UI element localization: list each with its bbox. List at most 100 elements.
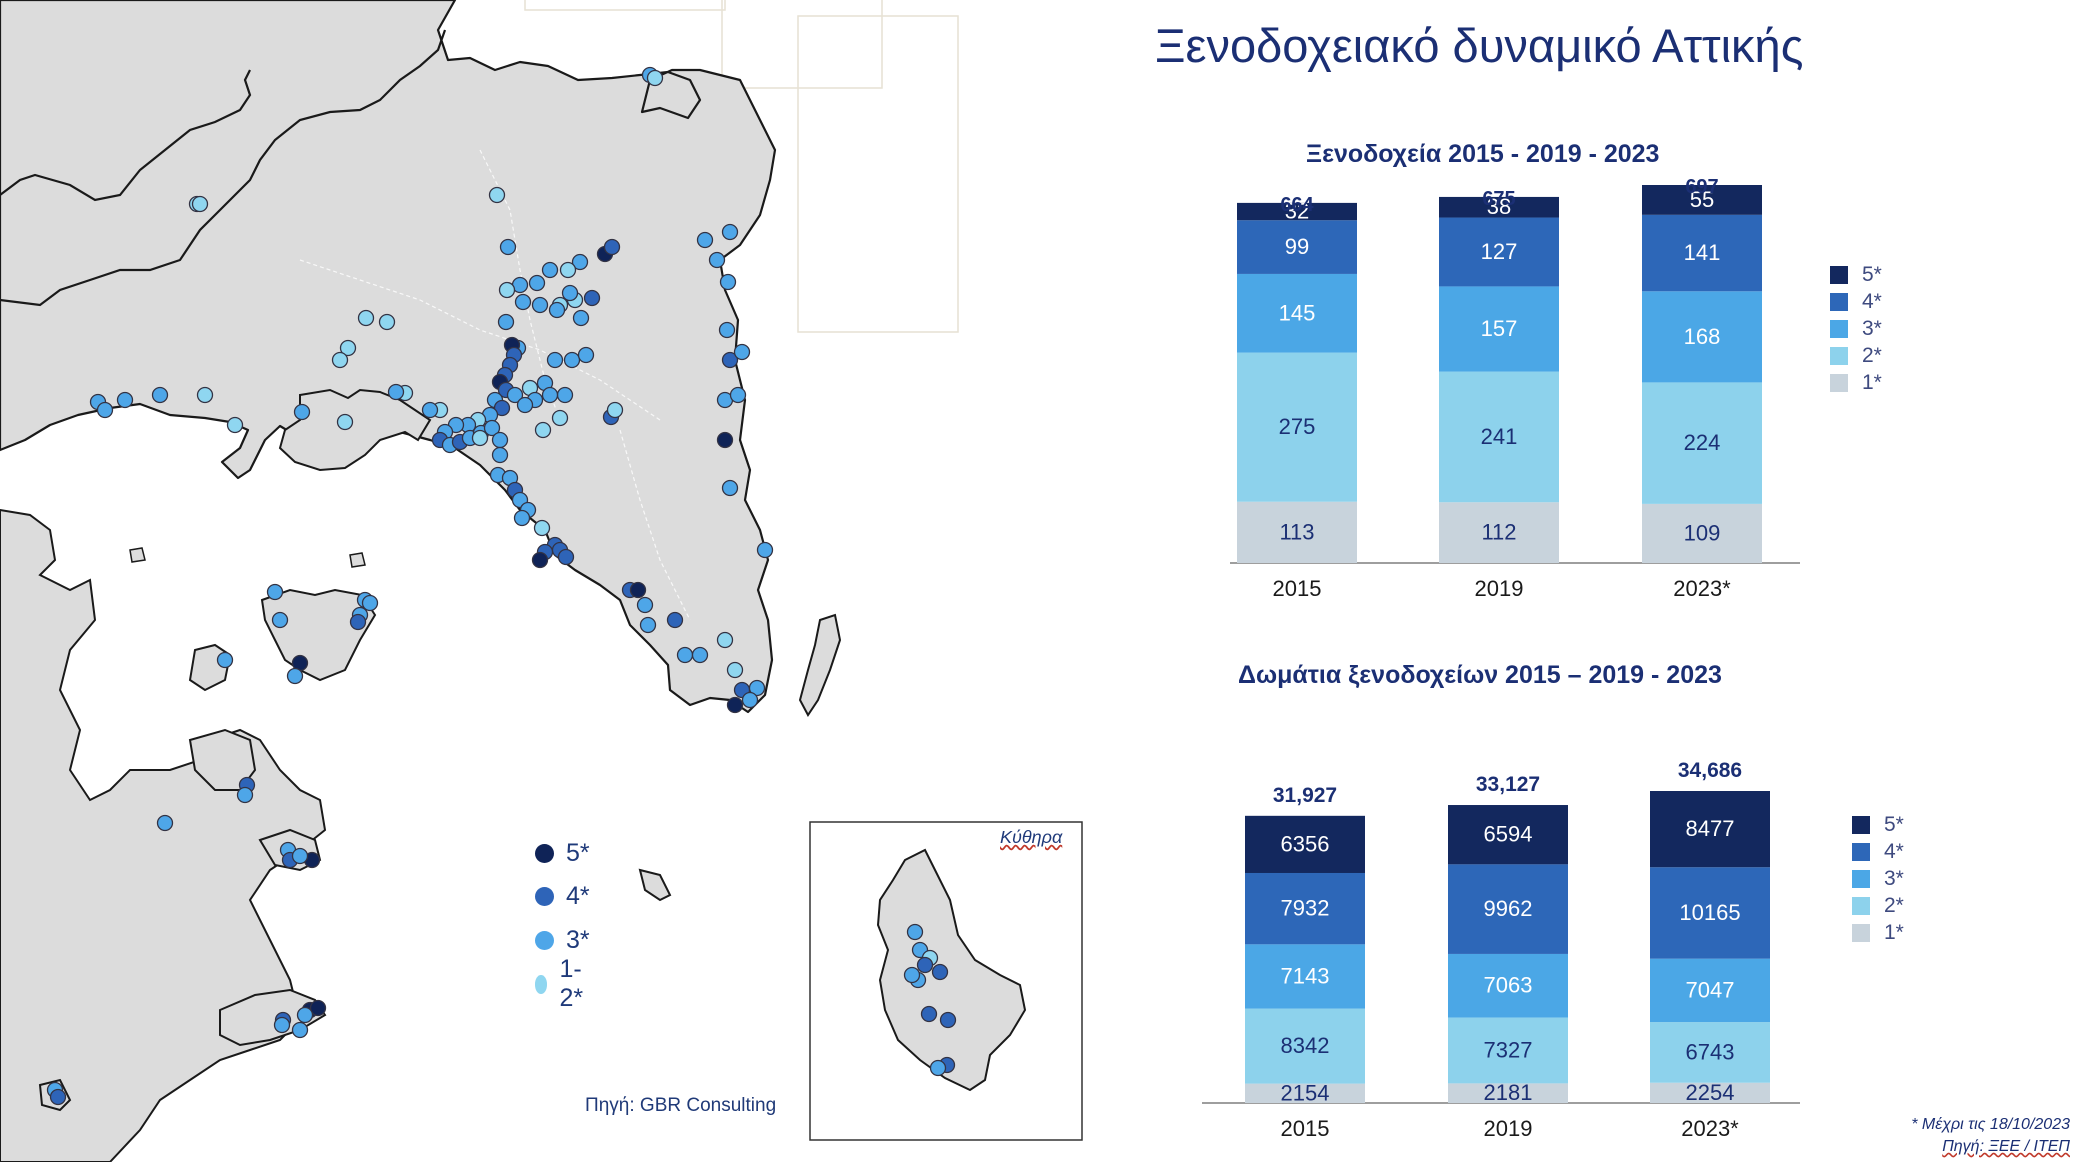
legend-item: 4* <box>1852 839 1904 865</box>
hotel-point <box>514 293 532 311</box>
category-label: 2023* <box>1681 1116 1739 1141</box>
legend-label: 5* <box>1862 263 1882 286</box>
hotel-point <box>931 963 949 981</box>
bar-segment-3* <box>1650 958 1770 1023</box>
legend-swatch <box>1830 293 1848 311</box>
bar-segment-3* <box>1439 286 1559 372</box>
legend-label: 2* <box>1884 894 1904 917</box>
hotel-point <box>531 296 549 314</box>
legend-label: 2* <box>1862 344 1882 367</box>
bar-segment-4* <box>1650 867 1770 959</box>
hotel-point <box>96 401 114 419</box>
data-label: 109 <box>1684 520 1721 545</box>
bar-segment-2* <box>1245 1008 1365 1084</box>
bar-segment-1* <box>1439 502 1559 563</box>
hydra-island <box>219 988 327 1047</box>
hotel-point <box>718 321 736 339</box>
hotel-point <box>726 661 744 679</box>
map-legend-item: 5* <box>535 838 590 868</box>
legend-item: 1* <box>1830 370 1882 396</box>
hotel-point <box>557 548 575 566</box>
legend-label: 3* <box>566 925 590 954</box>
hotel-point <box>349 613 367 631</box>
hotel-point <box>583 289 601 307</box>
hotel-point <box>756 541 774 559</box>
hotel-point <box>361 594 379 612</box>
hotel-point <box>506 386 524 404</box>
legend-dot-3 <box>535 930 554 950</box>
hotel-point <box>421 401 439 419</box>
category-label: 2015 <box>1281 1116 1330 1141</box>
hotel-point <box>339 339 357 357</box>
legend-item: 3* <box>1852 866 1904 892</box>
hotel-point <box>497 313 515 331</box>
hotel-point <box>559 261 577 279</box>
hotel-point <box>216 651 234 669</box>
hotel-point <box>236 786 254 804</box>
hotel-point <box>691 646 709 664</box>
hotel-point <box>721 351 739 369</box>
hotel-point <box>378 313 396 331</box>
hotel-point <box>528 274 546 292</box>
total-label: 31,927 <box>1273 784 1337 807</box>
hotel-point <box>676 646 694 664</box>
bar-segment-5* <box>1439 196 1559 218</box>
category-label: 2015 <box>1273 576 1322 601</box>
map-legend-item: 4* <box>535 881 590 911</box>
hotel-point <box>571 253 589 271</box>
hotel-point <box>296 1006 314 1024</box>
hotel-point <box>151 386 169 404</box>
data-label: 141 <box>1684 240 1721 265</box>
hotel-point <box>721 223 739 241</box>
hotel-point <box>49 1088 67 1106</box>
hotel-point <box>516 396 534 414</box>
data-label: 2154 <box>1281 1080 1330 1105</box>
legend-swatch <box>1830 347 1848 365</box>
hotel-point <box>556 386 574 404</box>
hotel-point <box>603 238 621 256</box>
bar-segment-5* <box>1650 791 1770 868</box>
legend-swatch <box>1852 924 1870 942</box>
legend-item: 1* <box>1852 920 1904 946</box>
legend-label: 4* <box>1862 290 1882 313</box>
legend-label: 5* <box>1884 813 1904 836</box>
category-label: 2019 <box>1484 1116 1533 1141</box>
hotel-point <box>696 231 714 249</box>
hotel-point <box>636 596 654 614</box>
chart-title-rooms: Δωμάτια ξενοδοχείων 2015 – 2019 - 2023 <box>1238 661 1722 689</box>
data-label: 2254 <box>1686 1080 1735 1105</box>
data-label: 6594 <box>1484 822 1533 847</box>
hotel-point <box>629 581 647 599</box>
data-label: 9962 <box>1484 896 1533 921</box>
bar-segment-2* <box>1642 382 1762 504</box>
hotel-point <box>493 399 511 417</box>
hotel-point <box>309 999 327 1017</box>
hotel-point <box>916 956 934 974</box>
hotel-point <box>606 401 624 419</box>
hotel-point <box>929 1059 947 1077</box>
hotel-point <box>331 351 349 369</box>
total-label: 697 <box>1685 176 1718 198</box>
data-label: 55 <box>1690 187 1714 212</box>
hotel-point <box>541 386 559 404</box>
hotel-point <box>939 1011 957 1029</box>
data-label: 32 <box>1285 199 1309 224</box>
data-label: 7047 <box>1686 977 1735 1002</box>
data-label: 224 <box>1684 430 1721 455</box>
hotel-point <box>541 261 559 279</box>
bar-segment-4* <box>1245 872 1365 945</box>
data-label: 241 <box>1481 424 1518 449</box>
map-legend-item: 1-2* <box>535 955 590 1012</box>
legend-item: 2* <box>1852 893 1904 919</box>
bar-segment-4* <box>1642 214 1762 292</box>
legend-label: 1* <box>1884 921 1904 944</box>
data-label: 10165 <box>1679 900 1740 925</box>
footnote: * Μέχρι τις 18/10/2023 Πηγή: ΞΕΕ / ΙΤΕΠ <box>1911 1114 2070 1158</box>
hotel-point <box>336 413 354 431</box>
bar-segment-1* <box>1642 503 1762 563</box>
bar-segment-3* <box>1237 273 1357 353</box>
hotel-point <box>273 1016 291 1034</box>
legend-swatch <box>1852 843 1870 861</box>
hotel-point <box>906 923 924 941</box>
legend-label: 1* <box>1862 371 1882 394</box>
